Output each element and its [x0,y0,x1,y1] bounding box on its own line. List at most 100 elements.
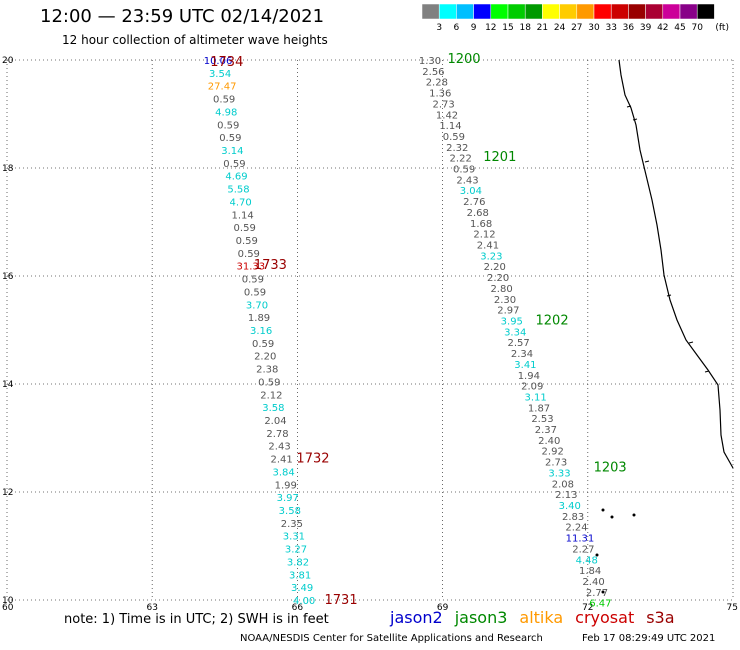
scale-tick-label: 36 [623,23,635,33]
color-scale: 3 6 9 12 15 18 21 24 27 30 33 36 39 42 45 70 (ft) [422,4,729,33]
pass-time-label: 1733 [254,258,287,273]
scale-tick-label: 3 [436,23,442,33]
wave-height-value: 0.59 [219,133,241,144]
wave-height-value: 1.84 [579,566,601,577]
lon-tick-label: 75 [727,603,738,612]
island [601,508,605,512]
wave-height-value: 3.54 [209,69,231,80]
wave-height-value: 2.22 [450,154,472,165]
lat-tick-label: 20 [2,56,14,66]
island [632,513,636,517]
lat-tick-label: 12 [2,488,13,498]
wave-height-value: 2.76 [463,197,485,208]
wave-height-value: 2.30 [494,295,516,306]
coast-detail [632,118,638,121]
island [595,553,599,557]
wave-height-value: 2.73 [433,99,455,110]
pass-time-label: 1732 [296,452,329,467]
wave-height-value: 3.04 [460,186,482,197]
timestamp-text: Feb 17 08:29:49 UTC 2021 [582,633,716,644]
wave-height-value: 3.33 [548,468,570,479]
pass-time-label: 1202 [536,313,569,328]
wave-height-value: 2.24 [565,523,587,534]
satellite-legend: jason2 jason3 altika cryosat s3a [390,608,687,627]
pass-time-label: 1200 [447,52,480,67]
lat-tick-label: 18 [2,164,14,174]
wave-height-value: 0.59 [443,132,465,143]
wave-height-value: 1.89 [248,313,270,324]
lon-tick-label: 69 [437,603,449,612]
map-title: 12:00 — 23:59 UTC 02/14/2021 [40,6,325,27]
wave-height-value: 0.59 [242,275,264,286]
wave-height-value: 0.59 [223,159,245,170]
wave-height-value: 2.20 [487,273,509,284]
wave-height-value: 31.33 [237,262,266,273]
wave-height-value: 2.40 [538,436,560,447]
wave-height-value: 3.70 [246,300,268,311]
wave-height-value: 5.58 [227,185,249,196]
note-text: note: 1) Time is in UTC; 2) SWH is in fe… [64,612,329,627]
wave-height-value: 3.34 [504,327,526,338]
wave-height-value: 2.08 [552,479,574,490]
coast-detail [688,341,694,344]
scale-tick-label: 12 [485,23,496,33]
lon-tick-label: 72 [582,603,593,612]
coast-detail [704,370,710,373]
lon-tick-label: 63 [146,603,157,612]
wave-height-value: 0.59 [258,377,280,388]
wave-height-value: 2.73 [545,458,567,469]
wave-height-value: 1.42 [436,110,458,121]
wave-height-value: 27.47 [208,82,237,93]
wave-height-value: 3.31 [283,532,305,543]
wave-height-value: 4.48 [576,555,598,566]
coastline [618,59,734,469]
wave-height-value: 3.16 [250,326,272,337]
wave-height-value: 2.35 [281,519,303,530]
coast-detail [644,160,650,163]
wave-height-value: 0.59 [217,120,239,131]
scale-swatch [696,4,715,20]
scale-tick-label: 9 [471,23,477,33]
scale-tick-label: 15 [502,23,513,33]
wave-height-value: 4.98 [215,107,237,118]
wave-height-value: 2.41 [270,455,292,466]
wave-height-value: 2.37 [535,425,557,436]
wave-height-value: 2.68 [467,208,489,219]
coast-detail [666,294,672,297]
wave-height-value: 2.83 [562,512,584,523]
scale-tick-label: 6 [454,23,460,33]
wave-height-value: 2.92 [542,447,564,458]
wave-height-value: 3.58 [262,403,284,414]
wave-height-value: 3.58 [279,506,301,517]
wave-height-value: 2.56 [422,67,444,78]
wave-height-value: 2.28 [426,78,448,89]
wave-height-value: 2.53 [531,414,553,425]
pass-time-label: 1203 [594,461,627,476]
lon-tick-label: 60 [2,603,14,612]
wave-height-value: 2.20 [484,262,506,273]
wave-height-value: 2.40 [582,577,604,588]
wave-height-value: 2.12 [260,390,282,401]
wave-height-value: 2.09 [521,382,543,393]
scale-tick-label: 21 [537,23,548,33]
wave-height-value: 4.69 [225,172,247,183]
wave-height-value: 4.00 [293,596,315,607]
wave-height-value: 4.70 [229,197,251,208]
scale-unit: (ft) [715,23,729,33]
wave-height-value: 2.38 [256,365,278,376]
wave-height-value: 2.41 [477,241,499,252]
lat-tick-label: 10 [2,596,14,606]
wave-height-value: 2.32 [446,143,468,154]
lat-tick-label: 16 [2,272,14,282]
lat-tick-label: 14 [2,380,14,390]
wave-height-value: 1.87 [528,403,550,414]
wave-height-value: 3.40 [559,501,581,512]
wave-height-value: 2.80 [490,284,512,295]
wave-height-value: 3.11 [525,392,547,403]
legend-entry-altika: altika [519,608,564,627]
island [601,590,605,594]
pass-time-label: 1731 [325,593,358,608]
wave-height-value: 2.13 [555,490,577,501]
wave-height-value: 2.43 [268,442,290,453]
wave-height-value: 10.06 [204,56,233,67]
